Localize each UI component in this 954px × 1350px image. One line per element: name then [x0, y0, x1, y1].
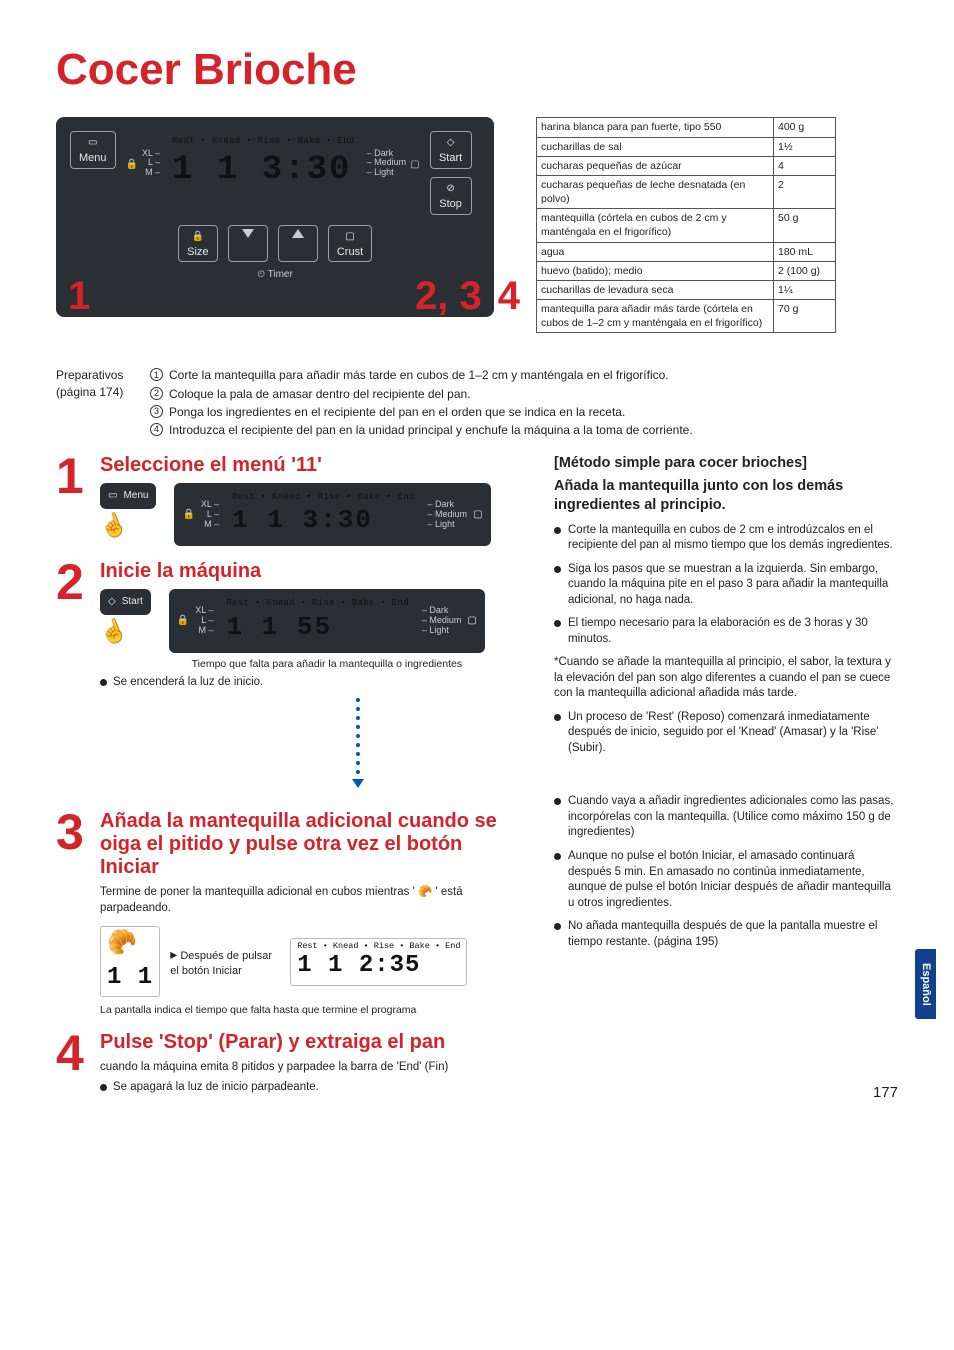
table-row: cucharas pequeñas de leche desnatada (en…: [537, 175, 836, 208]
step-subtext: cuando la máquina emita 8 pitidos y parp…: [100, 1060, 526, 1076]
table-row: mantequilla para añadir más tarde (córte…: [537, 300, 836, 333]
note-text: *Cuando se añade la mantequilla al princ…: [554, 655, 898, 702]
stop-button[interactable]: Stop: [430, 177, 472, 215]
diamond-icon: [447, 135, 455, 150]
bullet-text: Se encenderá la luz de inicio.: [113, 675, 263, 691]
bread-icon: [473, 508, 482, 522]
flow-dots: [190, 698, 526, 788]
prep-page-ref: (página 174): [56, 384, 136, 400]
timer-down-button[interactable]: [228, 225, 268, 263]
triangle-up-icon: [292, 229, 304, 238]
lcd-before: 🥐1 1: [100, 926, 160, 997]
table-row: cucharas pequeñas de azúcar4: [537, 156, 836, 175]
book-icon: [108, 489, 117, 503]
start-button[interactable]: Start: [430, 131, 472, 169]
bullet-text: Corte la mantequilla en cubos de 2 cm e …: [568, 523, 898, 554]
step-number: 2: [56, 560, 90, 605]
table-row: mantequilla (córtela en cubos de 2 cm y …: [537, 209, 836, 242]
list-item: 3Ponga los ingredientes en el recipiente…: [150, 404, 693, 420]
callout-numbers: 1 2, 3 4: [62, 269, 520, 323]
stop-icon: [446, 181, 454, 196]
lock-icon: [192, 229, 204, 244]
step-number: 3: [56, 810, 90, 855]
appliance-panel-top: Menu XL – L – M – Rest • Knead • Rise • …: [56, 117, 516, 317]
preparations: Preparativos (página 174) 1Corte la mant…: [56, 367, 898, 440]
hand-icon: ☝: [96, 613, 132, 650]
step-heading: Seleccione el menú '11': [100, 454, 526, 477]
method-heading-1: [Método simple para cocer brioches]: [554, 454, 898, 473]
crust-button[interactable]: Crust: [328, 225, 372, 263]
hand-icon: ☝: [96, 507, 132, 544]
table-row: cucharillas de sal1½: [537, 137, 836, 156]
step-subtext: Termine de poner la mantequilla adiciona…: [100, 885, 526, 916]
bread-icon: [467, 614, 476, 628]
bullet-text: El tiempo necesario para la elaboración …: [568, 616, 898, 647]
arrow-down-icon: [352, 779, 364, 788]
method-heading-2: Añada la mantequilla junto con los demás…: [554, 477, 898, 515]
bullet-text: Aunque no pulse el botón Iniciar, el ama…: [568, 849, 898, 911]
bullet-text: Siga los pasos que se muestran a la izqu…: [568, 562, 898, 609]
list-item: 1Corte la mantequilla para añadir más ta…: [150, 367, 693, 383]
menu-button-mini[interactable]: Menu: [100, 483, 156, 509]
book-icon: [88, 135, 97, 150]
bread-icon: [410, 155, 419, 172]
step-number: 1: [56, 454, 90, 499]
bullet-text: Se apagará la luz de inicio parpadeante.: [113, 1080, 319, 1096]
list-item: 2Coloque la pala de amasar dentro del re…: [150, 386, 693, 402]
size-options: XL – L – M –: [142, 149, 162, 179]
lcd-after: Rest • Knead • Rise • Bake • End 1 1 2:3…: [290, 938, 467, 986]
language-tab: Español: [915, 949, 936, 1020]
flow-arrow-label: ▸ Después de pulsar el botón Iniciar: [170, 945, 280, 979]
lock-icon: [182, 508, 194, 522]
table-row: harina blanca para pan fuerte, tipo 5504…: [537, 118, 836, 137]
table-row: cucharillas de levadura seca1¼: [537, 280, 836, 299]
lock-icon: [126, 155, 138, 172]
caption: Tiempo que falta para añadir la mantequi…: [169, 657, 485, 671]
list-item: 4Introduzca el recipiente del pan en la …: [150, 422, 693, 438]
page-number: 177: [873, 1083, 898, 1103]
crust-options: – Dark – Medium – Light: [365, 149, 407, 179]
bullet-text: Un proceso de 'Rest' (Reposo) comenzará …: [568, 710, 898, 757]
bullet-text: No añada mantequilla después de que la p…: [568, 919, 898, 950]
table-row: huevo (batido); medio2 (100 g): [537, 261, 836, 280]
step-number: 4: [56, 1031, 90, 1076]
step-heading: Añada la mantequilla adicional cuando se…: [100, 810, 526, 879]
timer-up-button[interactable]: [278, 225, 318, 263]
lcd-mini: XL – L – M – Rest • Knead • Rise • Bake …: [174, 483, 490, 546]
lock-icon: [177, 614, 189, 628]
sidebar-method: [Método simple para cocer brioches] Añad…: [554, 454, 898, 1109]
bullet-text: Cuando vaya a añadir ingredientes adicio…: [568, 794, 898, 841]
table-row: agua180 mL: [537, 242, 836, 261]
prep-label: Preparativos: [56, 367, 136, 383]
diamond-icon: [108, 595, 116, 609]
ingredients-table: harina blanca para pan fuerte, tipo 5504…: [536, 117, 836, 333]
menu-button[interactable]: Menu: [70, 131, 116, 169]
step-heading: Pulse 'Stop' (Parar) y extraiga el pan: [100, 1031, 526, 1054]
lcd-mini: XL – L – M – Rest • Knead • Rise • Bake …: [169, 589, 485, 652]
caption: La pantalla indica el tiempo que falta h…: [100, 1003, 526, 1017]
triangle-down-icon: [242, 229, 254, 238]
size-button[interactable]: Size: [178, 225, 218, 263]
bread-icon: [345, 229, 354, 244]
lcd-display: Rest • Knead • Rise • Bake • End 1 1 3:3…: [166, 131, 360, 195]
page-title: Cocer Brioche: [56, 40, 898, 99]
start-button-mini[interactable]: Start: [100, 589, 151, 615]
step-heading: Inicie la máquina: [100, 560, 526, 583]
